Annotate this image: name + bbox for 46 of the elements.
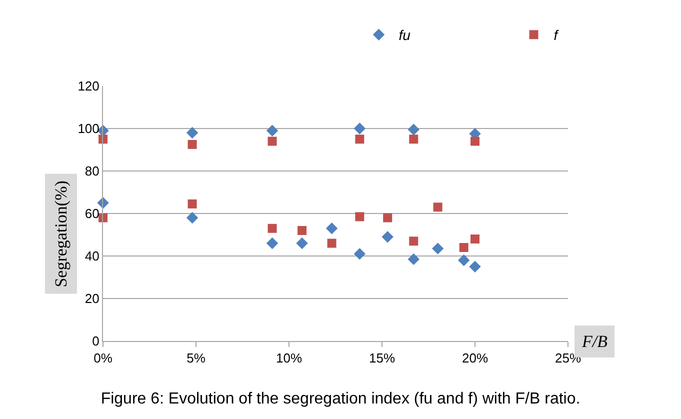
point: [188, 199, 197, 208]
point: [459, 243, 468, 252]
legend-label: fu: [398, 27, 411, 44]
point: [354, 248, 366, 260]
point: [327, 238, 336, 248]
y-tick-label: 0: [92, 334, 100, 349]
point: [432, 242, 444, 254]
point: [266, 237, 278, 250]
point: [186, 212, 198, 224]
point: [354, 122, 366, 134]
point: [408, 253, 420, 266]
point: [266, 124, 278, 136]
y-tick-label: 100: [78, 121, 100, 136]
x-tick-label: 20%: [462, 350, 488, 366]
x-axis-title: F/B: [581, 332, 608, 351]
point: [298, 226, 307, 235]
y-tick-label: 40: [84, 248, 100, 264]
point: [383, 213, 392, 222]
point: [326, 222, 338, 234]
y-tick-label: 20: [84, 291, 100, 306]
point: [355, 212, 364, 222]
y-tick-label: 120: [78, 78, 100, 94]
point: [268, 224, 277, 233]
point: [470, 234, 480, 244]
point: [469, 260, 481, 272]
point: [409, 236, 418, 246]
x-tick-label: 10%: [276, 350, 302, 366]
point: [470, 136, 480, 146]
x-tick-label: 15%: [368, 350, 396, 366]
y-tick-label: 80: [84, 164, 100, 179]
point: [268, 136, 277, 146]
point: [188, 140, 197, 149]
point: [355, 134, 364, 144]
point: [433, 202, 442, 212]
point: [408, 124, 420, 136]
y-tick-label: 60: [84, 206, 100, 222]
point: [296, 237, 308, 250]
x-tick-label: 5%: [186, 350, 206, 366]
x-tick-label: 0%: [94, 350, 113, 366]
legend-label: f: [554, 27, 560, 44]
point: [382, 231, 394, 243]
y-axis-title: Segregation(%): [51, 180, 70, 288]
point: [409, 134, 418, 144]
point: [186, 126, 198, 139]
text: Figure 6: Evolution of the segregation index (fu and f) with F/B ratio.: [100, 390, 580, 408]
point: [458, 254, 470, 266]
